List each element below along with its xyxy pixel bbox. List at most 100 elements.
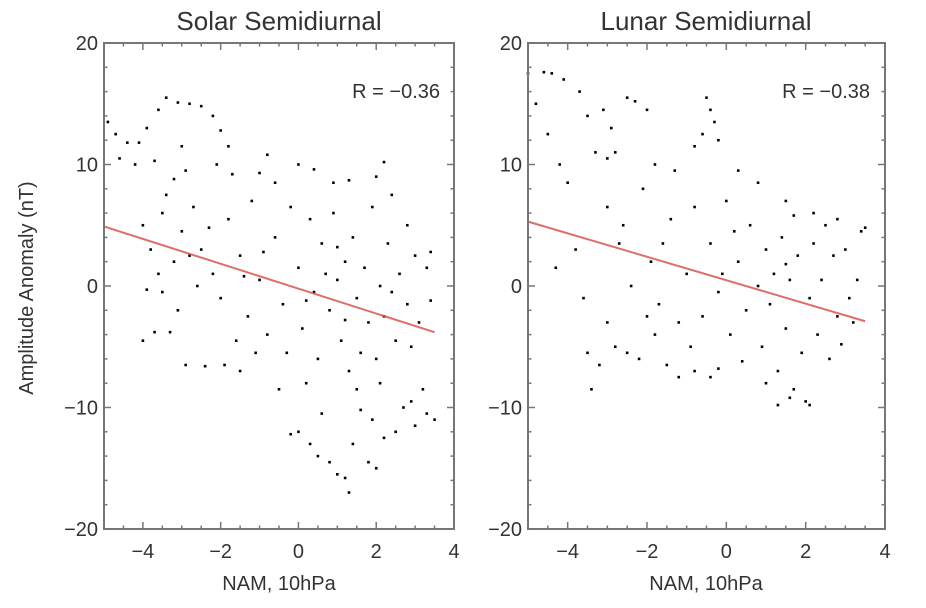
data-point xyxy=(685,272,688,276)
scatter-points xyxy=(106,96,436,494)
data-point xyxy=(409,345,413,349)
data-point xyxy=(820,278,823,282)
data-point xyxy=(227,217,230,221)
data-point xyxy=(336,278,339,282)
data-point xyxy=(425,412,429,415)
data-point xyxy=(425,266,429,270)
y-tick-label: 10 xyxy=(76,155,98,177)
data-point xyxy=(114,132,117,136)
data-point xyxy=(324,272,327,276)
data-point xyxy=(617,242,621,245)
data-point xyxy=(725,199,728,203)
axis-ticks xyxy=(527,42,886,530)
data-point xyxy=(562,78,565,81)
data-point xyxy=(184,169,187,172)
data-point xyxy=(736,260,740,263)
data-point xyxy=(304,381,308,385)
data-point xyxy=(359,408,362,412)
data-point xyxy=(740,360,744,363)
data-point xyxy=(717,367,720,370)
data-point xyxy=(816,333,819,336)
data-point xyxy=(308,217,312,221)
data-point xyxy=(343,260,347,263)
data-point xyxy=(227,144,230,148)
data-point xyxy=(297,430,300,434)
y-tick-label: −20 xyxy=(488,519,522,541)
regression-line xyxy=(103,225,435,334)
data-point xyxy=(732,230,736,233)
data-point xyxy=(320,242,324,245)
data-point xyxy=(172,177,176,181)
data-point xyxy=(606,157,609,160)
data-point xyxy=(717,290,720,294)
data-point xyxy=(550,72,554,75)
data-point xyxy=(625,96,629,99)
data-point xyxy=(784,327,788,330)
data-point xyxy=(161,211,164,215)
data-point xyxy=(578,90,581,93)
data-point xyxy=(776,369,780,373)
data-point xyxy=(394,339,397,342)
y-tick-label: 0 xyxy=(511,276,522,298)
data-point xyxy=(133,163,137,166)
data-point xyxy=(645,108,649,112)
data-point xyxy=(145,288,149,291)
data-point xyxy=(633,100,637,103)
data-point xyxy=(351,236,355,239)
x-tick-label: 4 xyxy=(448,541,459,563)
data-point xyxy=(768,302,772,306)
data-point xyxy=(207,226,211,229)
x-tick-label: −4 xyxy=(131,541,154,563)
data-point xyxy=(413,254,417,257)
data-point xyxy=(406,302,409,306)
x-tick-label: 2 xyxy=(371,541,382,563)
data-point xyxy=(709,375,712,379)
data-point xyxy=(546,132,550,136)
data-point xyxy=(374,466,378,470)
data-point xyxy=(409,400,413,403)
data-point xyxy=(855,278,859,282)
data-point xyxy=(332,181,335,185)
data-point xyxy=(863,226,867,229)
data-point xyxy=(429,250,432,254)
data-point xyxy=(328,460,331,464)
data-point xyxy=(780,236,784,239)
correlation-annotation: R = −0.36 xyxy=(352,81,440,103)
data-point xyxy=(355,387,359,391)
data-point xyxy=(637,357,641,361)
data-point xyxy=(367,321,370,324)
data-point xyxy=(231,172,234,176)
data-point xyxy=(285,351,289,355)
data-point xyxy=(784,199,788,203)
data-point xyxy=(641,187,645,191)
data-point xyxy=(693,369,696,373)
panel-solar-semidiurnal: Solar Semidiurnal Amplitude Anomaly (nT)… xyxy=(16,6,460,595)
data-point xyxy=(297,266,300,270)
data-point xyxy=(172,260,176,263)
data-point xyxy=(721,272,724,276)
data-point xyxy=(126,141,129,144)
data-point xyxy=(598,363,601,367)
data-point xyxy=(705,96,708,99)
data-point xyxy=(312,290,316,294)
data-point xyxy=(840,343,843,346)
data-point xyxy=(701,132,704,136)
data-point xyxy=(677,375,681,379)
data-point xyxy=(219,129,222,132)
data-point xyxy=(693,144,696,148)
data-point xyxy=(180,144,184,148)
data-point xyxy=(371,205,374,209)
data-point xyxy=(602,108,605,112)
x-tick-label: 0 xyxy=(721,541,732,563)
x-tick-label: 2 xyxy=(800,541,811,563)
data-point xyxy=(709,108,712,112)
chart-title: Lunar Semidiurnal xyxy=(600,6,811,36)
data-point xyxy=(312,168,316,171)
data-point xyxy=(250,199,254,203)
data-point xyxy=(203,364,207,368)
y-tick-label: 20 xyxy=(76,33,98,55)
data-point xyxy=(859,230,863,233)
data-point xyxy=(848,296,851,300)
data-point xyxy=(574,248,577,251)
